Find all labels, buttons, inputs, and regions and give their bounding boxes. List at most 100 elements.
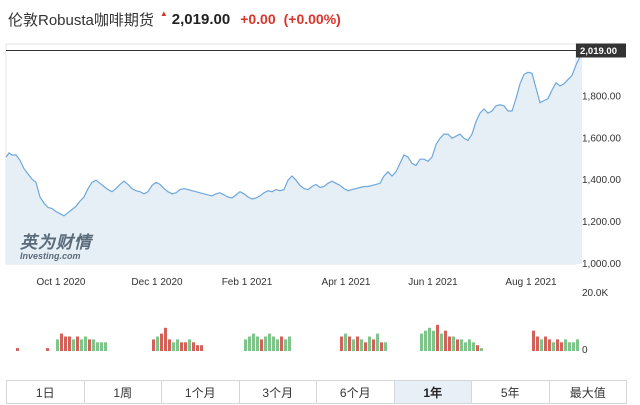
volume-bar — [420, 333, 423, 351]
volume-bar — [64, 336, 67, 351]
tab-7[interactable]: 最大值 — [569, 385, 606, 400]
instrument-title: 伦敦Robusta咖啡期货 — [8, 11, 154, 29]
up-arrow-icon: ▲ — [159, 8, 168, 18]
tab-1[interactable]: 1周 — [85, 381, 162, 403]
price-line — [5, 50, 583, 217]
volume-bar — [196, 345, 199, 351]
volume-bar — [348, 336, 351, 351]
volume-bar — [376, 333, 379, 351]
volume-bar — [432, 330, 435, 351]
price-chart[interactable]: 1,000.00 1,200.00 1,400.00 1,600.00 1,800.00… — [0, 0, 640, 378]
volume-bar — [252, 333, 255, 351]
volume-bar — [192, 342, 195, 351]
volume-bar — [480, 348, 483, 351]
tab-4[interactable]: 6个月 — [317, 381, 395, 403]
volume-max-label: 20.0K — [582, 288, 608, 299]
volume-bar — [176, 339, 179, 351]
volume-bar — [80, 339, 83, 351]
volume-bar — [464, 342, 467, 351]
tab-3[interactable]: 3个月 — [240, 381, 317, 403]
price-area — [6, 50, 582, 264]
volume-chart: 20.0K 0 — [16, 288, 608, 356]
volume-bar — [536, 336, 539, 351]
volume-bar — [452, 336, 455, 351]
volume-bar — [544, 336, 547, 351]
volume-bar — [368, 336, 371, 351]
volume-bar — [260, 339, 263, 351]
volume-bar — [100, 342, 103, 351]
volume-bar — [436, 324, 439, 351]
volume-bar — [552, 342, 555, 351]
volume-bar — [440, 333, 443, 351]
last-price: 2,019.00 — [171, 10, 231, 28]
volume-bar — [424, 330, 427, 351]
volume-bar — [364, 342, 367, 351]
tab-5[interactable]: 1年 — [394, 381, 472, 403]
y-tick-label: 1,400.00 — [582, 175, 621, 186]
volume-bar — [476, 345, 479, 351]
volume-bar — [84, 336, 87, 351]
volume-bar — [184, 342, 187, 351]
logo-en-text: Investing.com — [20, 251, 81, 261]
volume-bar — [104, 342, 107, 351]
volume-bar — [280, 336, 283, 351]
timeframe-tabs: 1日 1周 1个月 3个月 6个月 1年 5年 最大值 — [6, 380, 627, 404]
investing-logo: 英为财情 Investing.com — [20, 228, 92, 261]
volume-bar — [168, 339, 171, 351]
volume-bar — [164, 327, 167, 351]
volume-bar — [92, 339, 95, 351]
volume-bar — [60, 333, 63, 351]
volume-bar — [160, 333, 163, 351]
volume-bar — [96, 342, 99, 351]
volume-bar — [272, 336, 275, 351]
x-tick-label: Apr 1 2021 — [322, 277, 371, 288]
volume-bar — [576, 339, 579, 351]
tab-0[interactable]: 1日 — [7, 381, 85, 403]
volume-bar — [72, 339, 75, 351]
volume-bar — [46, 348, 49, 351]
volume-bar — [372, 339, 375, 351]
volume-bar — [188, 339, 191, 351]
volume-bar — [56, 339, 59, 351]
volume-bar — [340, 336, 343, 351]
x-tick-label: Feb 1 2021 — [222, 277, 273, 288]
volume-bar — [444, 330, 447, 351]
volume-bar — [156, 336, 159, 351]
y-tick-label: 1,000.00 — [582, 259, 621, 270]
volume-bar — [560, 342, 563, 351]
volume-zero-label: 0 — [582, 345, 588, 356]
last-price-badge-label: 2,019.00 — [580, 46, 617, 57]
volume-bar — [548, 339, 551, 351]
price-change: +0.00 — [240, 11, 276, 27]
volume-bar — [448, 336, 451, 351]
y-axis: 1,000.00 1,200.00 1,400.00 1,600.00 1,800.00… — [576, 43, 626, 270]
y-tick-label: 1,600.00 — [582, 133, 621, 144]
y-tick-label: 1,800.00 — [582, 91, 621, 102]
volume-bar — [344, 333, 347, 351]
y-tick-label: 1,200.00 — [582, 217, 621, 228]
volume-bar — [268, 333, 271, 351]
volume-bar — [76, 336, 79, 351]
volume-bar — [172, 342, 175, 351]
logo-cn-text: 英为财情 — [20, 233, 92, 252]
volume-bar — [380, 342, 383, 351]
volume-bar — [276, 339, 279, 351]
volume-bar — [264, 336, 267, 351]
volume-bar — [152, 339, 155, 351]
volume-bar — [248, 336, 251, 351]
volume-bar — [572, 342, 575, 351]
volume-bar — [384, 342, 387, 351]
price-change-percent: (+0.00%) — [283, 11, 341, 27]
quote-header: 伦敦Robusta咖啡期货 ▲ 2,019.00 +0.00 (+0.00%) — [8, 8, 341, 30]
volume-bar — [352, 339, 355, 351]
tab-6[interactable]: 5年 — [472, 381, 550, 403]
x-tick-label: Aug 1 2021 — [505, 277, 557, 288]
volume-bar — [568, 342, 571, 351]
volume-bar — [16, 348, 19, 351]
volume-bar — [556, 339, 559, 351]
x-axis: Oct 1 2020 Dec 1 2020 Feb 1 2021 Apr 1 2021… — [37, 277, 557, 288]
volume-bar — [428, 327, 431, 351]
volume-bar — [68, 336, 71, 351]
tab-2[interactable]: 1个月 — [162, 381, 240, 403]
volume-bar — [88, 339, 91, 351]
